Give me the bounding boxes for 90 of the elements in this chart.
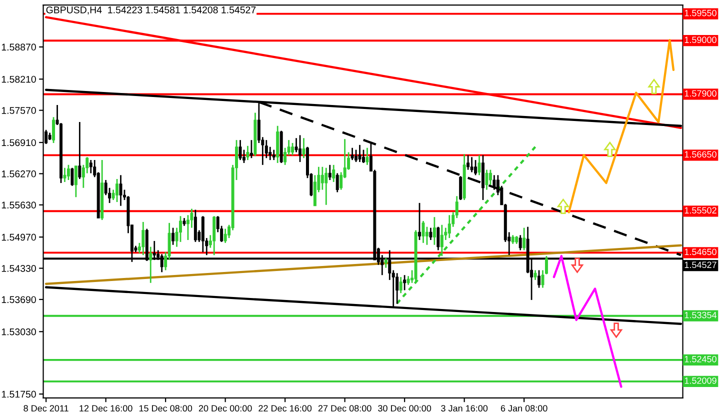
ref-line-label: 1.52450 <box>684 356 716 362</box>
candlestick <box>172 227 175 246</box>
y-tick-label: 1.54970 <box>2 234 36 241</box>
candlestick <box>78 121 82 180</box>
y-tick-label: 1.54330 <box>2 264 36 272</box>
candlestick <box>448 214 451 239</box>
x-tick-label: 12 Dec 16:00 <box>80 405 132 412</box>
candlestick <box>418 202 421 241</box>
candlestick <box>366 147 369 166</box>
y-tick-label: 1.56910 <box>2 139 36 146</box>
candlestick <box>488 169 492 186</box>
candlestick <box>522 227 526 251</box>
candlestick <box>332 164 336 183</box>
candlestick <box>362 149 365 164</box>
candlestick <box>492 174 496 190</box>
chart-title: GBPUSD,H4 1.54223 1.54581 1.54208 1.54527 <box>46 6 256 14</box>
ref-line-label: 1.54527 <box>684 262 716 268</box>
candlestick <box>336 172 339 193</box>
candlestick <box>436 226 440 251</box>
candlestick <box>474 159 478 176</box>
y-tick-label: 1.53030 <box>2 328 36 336</box>
candlestick <box>63 167 66 183</box>
ref-line-label: 1.53354 <box>684 312 717 318</box>
candlestick <box>179 215 182 243</box>
candlestick <box>246 145 250 161</box>
ref-line-label: 1.57900 <box>684 90 716 97</box>
candlestick <box>320 166 324 190</box>
candlestick <box>354 149 358 163</box>
line-series <box>552 254 622 388</box>
y-tick-label: 1.58870 <box>2 44 36 51</box>
x-tick-label: 6 Jan 08:00 <box>500 405 548 412</box>
x-tick-label: 27 Dec 08:00 <box>318 405 372 412</box>
candlestick <box>302 137 306 159</box>
candlestick <box>425 226 428 246</box>
x-tick-label: 3 Jan 16:00 <box>441 405 488 412</box>
y-tick-label: 1.56270 <box>2 170 36 178</box>
candlestick <box>250 139 253 159</box>
y-tick-label: 1.55630 <box>2 202 36 209</box>
ref-line-label: 1.56650 <box>684 151 716 158</box>
x-tick-label: 15 Dec 08:00 <box>139 405 192 412</box>
y-tick-label: 1.57570 <box>2 107 36 114</box>
candlestick <box>440 224 444 257</box>
candlestick <box>272 149 276 161</box>
candlestick <box>328 164 332 181</box>
candlestick <box>396 272 399 305</box>
x-tick-label: 8 Dec 2011 <box>24 405 68 412</box>
candlestick <box>470 156 474 173</box>
candlestick <box>212 215 216 256</box>
ref-line-label: 1.55502 <box>684 207 716 214</box>
y-tick-label: 1.58210 <box>2 76 36 83</box>
candlestick <box>291 142 294 156</box>
candlestick <box>518 234 522 251</box>
candlestick <box>534 270 537 281</box>
candlestick <box>298 134 302 163</box>
candlestick <box>459 175 462 201</box>
candlestick <box>116 178 119 203</box>
candlestick <box>432 216 436 246</box>
candlestick <box>142 221 145 256</box>
candlestick <box>89 159 92 174</box>
candlestick <box>201 215 204 253</box>
candlestick <box>119 174 122 207</box>
candlestick <box>350 147 354 161</box>
y-tick-label: 1.53690 <box>2 296 36 304</box>
candlestick <box>538 270 541 288</box>
candlestick <box>422 220 425 244</box>
candlestick <box>66 164 70 181</box>
ref-line-label: 1.59550 <box>684 10 716 16</box>
x-tick-label: 20 Dec 00:00 <box>198 405 252 412</box>
candlestick <box>52 116 56 144</box>
y-tick-label: 1.51750 <box>2 390 36 398</box>
candlestick <box>149 246 152 284</box>
ref-line-label: 1.52009 <box>684 377 716 384</box>
candlestick <box>384 257 388 268</box>
x-tick-label: 22 Dec 16:00 <box>258 405 312 412</box>
candlestick <box>485 169 488 190</box>
candlestick <box>238 139 242 161</box>
x-tick-label: 30 Dec 00:00 <box>378 405 432 412</box>
candlestick <box>74 165 78 198</box>
candlestick <box>324 167 328 206</box>
candlestick <box>399 276 402 294</box>
candlestick <box>358 144 362 163</box>
candlestick <box>429 227 432 241</box>
candlestick <box>403 274 406 291</box>
candlestick <box>70 167 74 187</box>
candlestick <box>194 209 197 243</box>
ref-line-label: 1.59000 <box>684 36 716 44</box>
candlestick <box>478 154 481 176</box>
candlestick <box>224 228 227 244</box>
candlestick <box>466 154 470 170</box>
ref-line-label: 1.54650 <box>684 248 716 256</box>
